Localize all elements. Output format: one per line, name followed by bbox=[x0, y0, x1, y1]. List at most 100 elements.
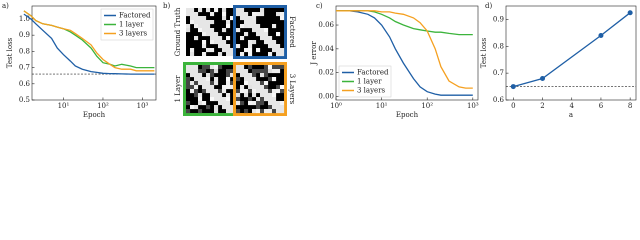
pixel bbox=[256, 101, 261, 106]
pixel bbox=[248, 81, 253, 86]
pixel bbox=[276, 89, 281, 94]
pixel bbox=[218, 89, 223, 94]
pixel bbox=[226, 105, 231, 110]
pixel bbox=[190, 73, 195, 78]
image-title: Ground Truth bbox=[174, 7, 182, 56]
pixel bbox=[206, 65, 211, 70]
pixel bbox=[268, 36, 273, 41]
pixel bbox=[252, 89, 257, 94]
pixel bbox=[240, 69, 245, 74]
x-tick-label: 10² bbox=[97, 102, 109, 110]
pixel bbox=[268, 40, 273, 45]
pixel bbox=[190, 89, 195, 94]
pixel bbox=[248, 65, 253, 70]
pixel bbox=[206, 77, 211, 82]
pixel bbox=[218, 44, 223, 49]
pixel bbox=[236, 89, 241, 94]
pixel bbox=[222, 8, 227, 13]
marker bbox=[510, 84, 516, 90]
pixel bbox=[276, 109, 281, 114]
pixel bbox=[268, 69, 273, 74]
pixel bbox=[226, 109, 231, 114]
pixel bbox=[260, 28, 265, 33]
pixel bbox=[206, 8, 211, 13]
pixel bbox=[240, 52, 245, 57]
pixel bbox=[210, 97, 215, 102]
pixel bbox=[206, 85, 211, 90]
pixel bbox=[280, 109, 285, 114]
pixel bbox=[256, 81, 261, 86]
pixel bbox=[252, 85, 257, 90]
pixel bbox=[252, 73, 257, 78]
pixel bbox=[202, 69, 207, 74]
pixel bbox=[210, 28, 215, 33]
panel-label: c) bbox=[316, 2, 323, 10]
pixel bbox=[186, 85, 191, 90]
pixel bbox=[218, 97, 223, 102]
marker bbox=[627, 10, 633, 16]
y-tick-label: 0.04 bbox=[318, 45, 334, 53]
pixel bbox=[222, 89, 227, 94]
y-tick-label: 0.9 bbox=[19, 31, 30, 39]
pixel bbox=[264, 69, 269, 74]
pixel bbox=[240, 101, 245, 106]
pixel bbox=[264, 65, 269, 70]
pixel bbox=[214, 69, 219, 74]
pixel bbox=[206, 48, 211, 53]
pixel bbox=[202, 85, 207, 90]
pixel bbox=[198, 93, 203, 98]
pixel bbox=[268, 44, 273, 49]
pixel bbox=[186, 77, 191, 82]
pixel bbox=[206, 81, 211, 86]
pixel bbox=[264, 81, 269, 86]
pixel bbox=[194, 85, 199, 90]
pixel bbox=[260, 101, 265, 106]
legend-label: 1 layer bbox=[357, 78, 382, 86]
x-axis-label: Epoch bbox=[83, 111, 106, 119]
pixel bbox=[252, 81, 257, 86]
y-tick-label: 0.6 bbox=[493, 96, 505, 104]
pixel bbox=[198, 20, 203, 25]
pixel bbox=[190, 105, 195, 110]
pixel bbox=[190, 81, 195, 86]
pixel bbox=[226, 93, 231, 98]
pixel bbox=[222, 16, 227, 21]
pixel bbox=[202, 101, 207, 106]
pixel bbox=[272, 44, 277, 49]
pixel bbox=[260, 73, 265, 78]
pixel bbox=[214, 89, 219, 94]
pixel bbox=[214, 32, 219, 37]
pixel bbox=[248, 85, 253, 90]
pixel bbox=[210, 93, 215, 98]
y-tick-label: 0.06 bbox=[318, 21, 334, 29]
pixel bbox=[248, 20, 253, 25]
pixel bbox=[244, 24, 249, 29]
pixel bbox=[248, 101, 253, 106]
pixel bbox=[248, 77, 253, 82]
x-axis-label: Epoch bbox=[396, 111, 419, 119]
pixel bbox=[218, 40, 223, 45]
pixel bbox=[244, 81, 249, 86]
pixel bbox=[260, 109, 265, 114]
series-line bbox=[23, 10, 155, 72]
pixel bbox=[206, 73, 211, 78]
pixel bbox=[218, 65, 223, 70]
x-tick-label: 0 bbox=[511, 102, 515, 110]
pixel bbox=[272, 40, 277, 45]
pixel bbox=[264, 73, 269, 78]
pixel bbox=[280, 105, 285, 110]
pixel bbox=[248, 44, 253, 49]
pixel bbox=[214, 97, 219, 102]
pixel bbox=[260, 89, 265, 94]
pixel bbox=[230, 73, 235, 78]
pixel bbox=[272, 69, 277, 74]
pixel bbox=[222, 44, 227, 49]
pixel bbox=[226, 52, 231, 57]
pixel bbox=[244, 69, 249, 74]
image-title: 3 Layers bbox=[288, 74, 296, 105]
pixel bbox=[202, 20, 207, 25]
y-tick-label: 0.6 bbox=[19, 80, 31, 88]
pixel bbox=[202, 89, 207, 94]
y-tick-label: 0.02 bbox=[318, 69, 334, 77]
pixel bbox=[252, 109, 257, 114]
